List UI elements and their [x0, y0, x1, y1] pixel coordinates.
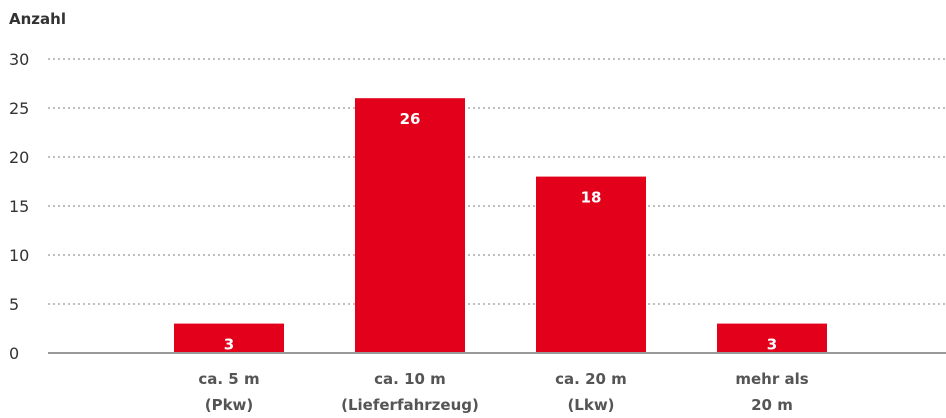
y-tick-label: 5	[9, 295, 19, 314]
bar	[717, 323, 827, 353]
x-tick-label: ca. 10 m (Lieferfahrzeug)	[341, 370, 479, 414]
x-tick-label: mehr als 20 m	[735, 370, 808, 414]
data-labels: 3 26 18 3	[224, 110, 777, 353]
y-tick-label: 30	[9, 50, 29, 69]
y-tick-labels: 0 5 10 15 20 25 30	[9, 50, 29, 363]
y-tick-label: 10	[9, 246, 29, 265]
y-tick-label: 0	[9, 344, 19, 363]
grid-lines	[48, 58, 946, 305]
y-tick-label: 15	[9, 197, 29, 216]
data-label: 26	[400, 110, 421, 128]
bar	[355, 98, 465, 353]
data-label: 3	[767, 336, 777, 354]
y-axis-label: Anzahl	[9, 10, 66, 28]
x-tick-label: ca. 20 m (Lkw)	[555, 370, 627, 414]
data-label: 18	[581, 189, 602, 207]
bar	[536, 176, 646, 353]
y-tick-label: 25	[9, 99, 29, 118]
data-label: 3	[224, 336, 234, 354]
x-tick-labels: ca. 5 m (Pkw) ca. 10 m (Lieferfahrzeug) ca. …	[198, 370, 808, 414]
bar	[174, 323, 284, 353]
bars	[174, 98, 827, 353]
x-tick-label: ca. 5 m (Pkw)	[198, 370, 259, 414]
y-tick-label: 20	[9, 148, 29, 167]
